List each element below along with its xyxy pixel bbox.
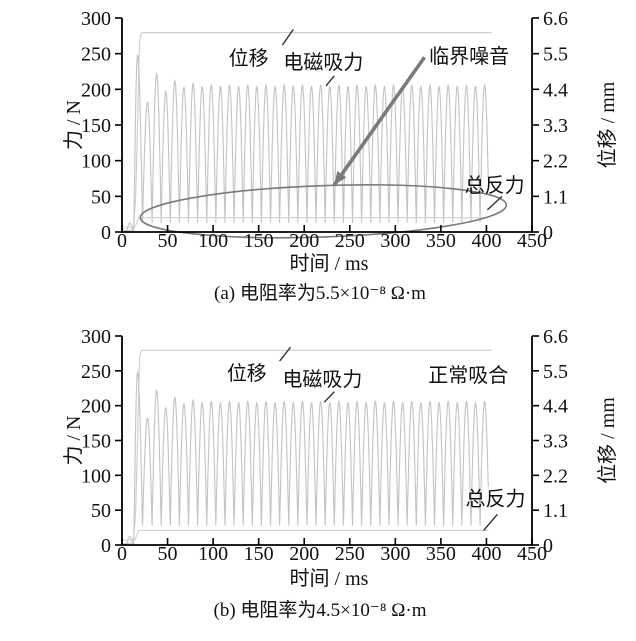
chart-b-right-tick-label: 6.6 <box>543 326 568 348</box>
chart-a-em-force-label-leader <box>325 75 335 87</box>
chart-b-caption: (b) 电阻率为4.5×10⁻⁸ Ω·m <box>214 599 427 621</box>
chart-a-left-tick-label: 300 <box>81 8 111 30</box>
chart-a-left-tick-label: 100 <box>81 151 111 173</box>
chart-b-reaction-label-leader <box>483 513 498 531</box>
chart-a-critical-noise-label-arrow <box>332 56 426 186</box>
chart-b-x-tick-label: 0 <box>117 543 127 565</box>
chart-a-x-axis-title: 时间 / ms <box>290 252 369 275</box>
chart-a-left-tick-label: 250 <box>81 44 111 66</box>
chart-a-series-em-force <box>122 54 489 233</box>
chart-a-reaction-label: 总反力 <box>465 174 525 197</box>
chart-a-x-tick-label: 150 <box>244 230 274 252</box>
chart-a-left-axis-title: 力 / N <box>62 100 85 150</box>
chart-a-right-tick-label: 4.4 <box>543 79 568 101</box>
chart-b-left-axis-title: 力 / N <box>62 416 85 466</box>
chart-b-series-reaction <box>122 529 489 541</box>
chart-b-x-tick-label: 200 <box>289 543 319 565</box>
chart-a-left-tick-label: 50 <box>91 186 111 208</box>
chart-a-caption: (a) 电阻率为5.5×10⁻⁸ Ω·m <box>214 282 426 304</box>
chart-a-x-tick-label: 400 <box>471 230 501 252</box>
chart-a-em-force-label: 电磁吸力 <box>283 51 363 74</box>
chart-b-displacement-label: 位移 <box>227 362 267 385</box>
chart-b-left-tick-label: 250 <box>81 361 111 383</box>
chart-b-right-tick-label: 5.5 <box>543 361 568 383</box>
chart-b-left-tick-label: 300 <box>81 326 111 348</box>
chart-b-x-tick-label: 250 <box>335 543 365 565</box>
chart-b-x-tick-label: 300 <box>380 543 410 565</box>
chart-a-right-tick-label: 3.3 <box>543 115 568 137</box>
chart-b-series-em-force <box>122 370 489 546</box>
chart-a-x-tick-label: 250 <box>335 230 365 252</box>
chart-a-right-tick-label: 0 <box>543 222 553 244</box>
chart-a-critical-noise-label: 临界噪音 <box>429 45 509 68</box>
chart-b-x-axis-title: 时间 / ms <box>290 567 369 590</box>
chart-b-displacement-label-leader <box>279 346 292 362</box>
chart-a-x-tick-label: 200 <box>289 230 319 252</box>
chart-b-x-tick-label: 400 <box>471 543 501 565</box>
chart-b-left-tick-label: 50 <box>91 500 111 522</box>
chart-a-displacement-label: 位移 <box>229 47 269 70</box>
chart-a-critical-noise-label-arrowhead <box>334 171 347 185</box>
chart-b-left-tick-label: 100 <box>81 465 111 487</box>
chart-a-x-tick-label: 50 <box>158 230 178 252</box>
chart-b-right-tick-label: 2.2 <box>543 465 568 487</box>
chart-a-x-tick-label: 300 <box>380 230 410 252</box>
chart-a-left-tick-label: 150 <box>81 115 111 137</box>
chart-b-left-tick-label: 0 <box>101 535 111 557</box>
chart-a-right-tick-label: 6.6 <box>543 8 568 30</box>
chart-a-noise-ellipse <box>139 184 508 239</box>
chart-b-x-tick-label: 450 <box>517 543 547 565</box>
chart-a-series-reaction <box>122 217 489 228</box>
chart-b-em-force-label-leader <box>323 391 335 403</box>
chart-a-x-tick-label: 350 <box>426 230 456 252</box>
chart-a-left-tick-label: 0 <box>101 222 111 244</box>
chart-b-x-tick-label: 150 <box>244 543 274 565</box>
chart-a-x-tick-label: 450 <box>517 230 547 252</box>
chart-b-x-tick-label: 100 <box>198 543 228 565</box>
chart-b-right-axis-title: 位移 / mm <box>596 397 619 484</box>
chart-b-reaction-label: 总反力 <box>466 487 526 510</box>
chart-b-normal-pickup-label: 正常吸合 <box>428 364 508 387</box>
chart-b-em-force-label: 电磁吸力 <box>282 368 362 391</box>
chart-a-left-tick-label: 200 <box>81 79 111 101</box>
chart-a-x-tick-label: 100 <box>198 230 228 252</box>
chart-b-x-tick-label: 50 <box>158 543 178 565</box>
chart-a-right-axis-title: 位移 / mm <box>596 81 619 168</box>
chart-b-x-tick-label: 350 <box>426 543 456 565</box>
chart-a-displacement-label-leader <box>281 29 294 46</box>
chart-b-right-tick-label: 3.3 <box>543 431 568 453</box>
chart-b-right-tick-label: 4.4 <box>543 396 568 418</box>
chart-b-right-tick-label: 1.1 <box>543 500 568 522</box>
chart-a-right-tick-label: 1.1 <box>543 186 568 208</box>
chart-b-right-tick-label: 0 <box>543 535 553 557</box>
chart-a-reaction-label-leader <box>486 195 503 211</box>
chart-b-left-tick-label: 200 <box>81 396 111 418</box>
chart-a-right-tick-label: 5.5 <box>543 44 568 66</box>
chart-a-x-tick-label: 0 <box>117 230 127 252</box>
chart-b-left-tick-label: 150 <box>81 431 111 453</box>
chart-a-right-tick-label: 2.2 <box>543 151 568 173</box>
